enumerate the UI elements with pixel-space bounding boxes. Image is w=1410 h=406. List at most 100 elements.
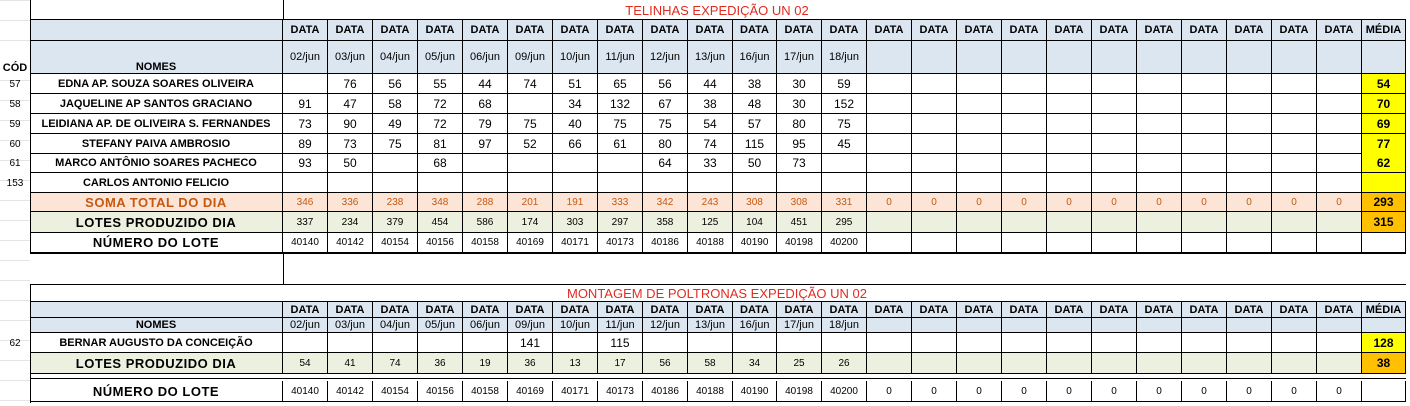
numero-lote-value[interactable]: 0 xyxy=(1047,381,1092,402)
value-cell[interactable] xyxy=(1317,74,1362,94)
soma-value[interactable]: 201 xyxy=(508,193,553,212)
numero-lote-value[interactable]: 40186 xyxy=(643,233,688,253)
soma-value[interactable]: 0 xyxy=(1002,193,1047,212)
soma-value[interactable]: 348 xyxy=(418,193,463,212)
value-cell[interactable] xyxy=(1272,114,1317,134)
numero-lote-value[interactable]: 40171 xyxy=(553,381,598,402)
lotes-value[interactable] xyxy=(1182,212,1227,233)
numero-lote-value[interactable] xyxy=(1002,233,1047,253)
value-cell[interactable]: 79 xyxy=(463,114,508,134)
numero-lote-value[interactable] xyxy=(1317,233,1362,253)
soma-value[interactable]: 331 xyxy=(822,193,867,212)
employee-name[interactable]: LEIDIANA AP. DE OLIVEIRA S. FERNANDES xyxy=(30,114,283,134)
value-cell[interactable]: 38 xyxy=(688,94,733,114)
value-cell[interactable]: 75 xyxy=(643,114,688,134)
value-cell[interactable] xyxy=(957,153,1002,173)
average-cell[interactable]: 62 xyxy=(1362,153,1406,173)
lotes-value[interactable]: 295 xyxy=(822,212,867,233)
numero-lote-value[interactable] xyxy=(1047,233,1092,253)
value-cell[interactable] xyxy=(867,114,912,134)
lotes-value[interactable] xyxy=(1227,212,1272,233)
value-cell[interactable] xyxy=(1182,173,1227,193)
lotes-value[interactable] xyxy=(1092,353,1137,374)
value-cell[interactable] xyxy=(733,333,777,353)
soma-value[interactable]: 336 xyxy=(328,193,373,212)
value-cell[interactable] xyxy=(553,333,598,353)
value-cell[interactable]: 80 xyxy=(643,134,688,154)
numero-lote-value[interactable]: 40200 xyxy=(822,381,867,402)
value-cell[interactable] xyxy=(1047,114,1092,134)
value-cell[interactable] xyxy=(1047,153,1092,173)
lotes-value[interactable]: 34 xyxy=(733,353,777,374)
value-cell[interactable]: 91 xyxy=(283,94,328,114)
value-cell[interactable] xyxy=(1182,74,1227,94)
numero-lote-value[interactable]: 0 xyxy=(957,381,1002,402)
lotes-value[interactable]: 337 xyxy=(283,212,328,233)
soma-value[interactable]: 0 xyxy=(1047,193,1092,212)
soma-value[interactable]: 333 xyxy=(598,193,643,212)
value-cell[interactable]: 47 xyxy=(328,94,373,114)
value-cell[interactable] xyxy=(553,173,598,193)
employee-name[interactable]: EDNA AP. SOUZA SOARES OLIVEIRA xyxy=(30,74,283,94)
value-cell[interactable] xyxy=(867,94,912,114)
value-cell[interactable] xyxy=(463,333,508,353)
average-cell[interactable] xyxy=(1362,173,1406,193)
value-cell[interactable]: 68 xyxy=(463,94,508,114)
value-cell[interactable] xyxy=(553,153,598,173)
lotes-value[interactable]: 297 xyxy=(598,212,643,233)
lotes-value[interactable]: 54 xyxy=(283,353,328,374)
value-cell[interactable] xyxy=(1092,74,1137,94)
lotes-value[interactable] xyxy=(1137,353,1182,374)
lotes-value[interactable]: 25 xyxy=(777,353,822,374)
soma-value[interactable]: 0 xyxy=(1317,193,1362,212)
average-cell[interactable]: 54 xyxy=(1362,74,1406,94)
value-cell[interactable]: 48 xyxy=(733,94,777,114)
numero-lote-value[interactable]: 40169 xyxy=(508,233,553,253)
employee-name[interactable]: BERNAR AUGUSTO DA CONCEIÇÃO xyxy=(30,333,283,353)
value-cell[interactable]: 55 xyxy=(418,74,463,94)
value-cell[interactable]: 30 xyxy=(777,94,822,114)
value-cell[interactable]: 152 xyxy=(822,94,867,114)
numero-lote-value[interactable]: 0 xyxy=(1227,381,1272,402)
value-cell[interactable]: 97 xyxy=(463,134,508,154)
value-cell[interactable] xyxy=(1047,94,1092,114)
lotes-value[interactable] xyxy=(1272,353,1317,374)
numero-lote-value[interactable]: 40169 xyxy=(508,381,553,402)
value-cell[interactable] xyxy=(1272,333,1317,353)
lotes-value[interactable] xyxy=(957,212,1002,233)
value-cell[interactable]: 75 xyxy=(373,134,418,154)
value-cell[interactable] xyxy=(1272,134,1317,154)
soma-value[interactable]: 342 xyxy=(643,193,688,212)
value-cell[interactable] xyxy=(328,173,373,193)
value-cell[interactable] xyxy=(1137,333,1182,353)
value-cell[interactable]: 76 xyxy=(328,74,373,94)
value-cell[interactable]: 61 xyxy=(598,134,643,154)
lotes-value[interactable] xyxy=(867,353,912,374)
numero-lote-value[interactable]: 0 xyxy=(1182,381,1227,402)
lotes-value[interactable] xyxy=(1317,212,1362,233)
numero-lote-value[interactable] xyxy=(1272,233,1317,253)
value-cell[interactable] xyxy=(508,173,553,193)
value-cell[interactable]: 52 xyxy=(508,134,553,154)
value-cell[interactable] xyxy=(508,94,553,114)
lotes-value[interactable] xyxy=(1002,353,1047,374)
value-cell[interactable] xyxy=(957,74,1002,94)
average-cell[interactable]: 77 xyxy=(1362,134,1406,154)
lotes-value[interactable] xyxy=(867,212,912,233)
value-cell[interactable] xyxy=(733,173,777,193)
value-cell[interactable] xyxy=(283,333,328,353)
numero-lote-value[interactable] xyxy=(1092,233,1137,253)
value-cell[interactable]: 51 xyxy=(553,74,598,94)
value-cell[interactable]: 50 xyxy=(328,153,373,173)
value-cell[interactable] xyxy=(1272,153,1317,173)
value-cell[interactable] xyxy=(283,173,328,193)
value-cell[interactable]: 30 xyxy=(777,74,822,94)
numero-lote-value[interactable]: 0 xyxy=(1002,381,1047,402)
value-cell[interactable]: 67 xyxy=(643,94,688,114)
lotes-value[interactable] xyxy=(1002,212,1047,233)
soma-value[interactable]: 191 xyxy=(553,193,598,212)
value-cell[interactable] xyxy=(1002,333,1047,353)
soma-value[interactable]: 308 xyxy=(733,193,777,212)
value-cell[interactable]: 141 xyxy=(508,333,553,353)
value-cell[interactable] xyxy=(867,134,912,154)
